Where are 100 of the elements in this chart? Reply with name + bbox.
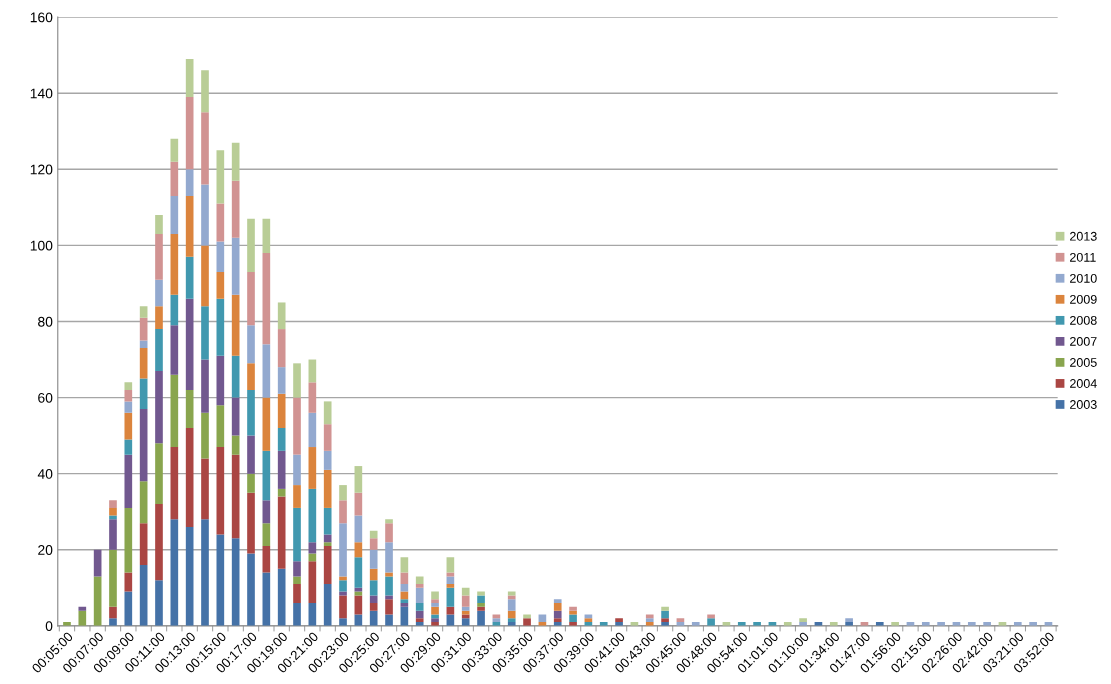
- bar: [216, 405, 225, 448]
- bar: [385, 614, 393, 626]
- legend-label: 2011: [1070, 252, 1096, 262]
- bar: [385, 519, 393, 524]
- y-tick-label: 160: [30, 12, 53, 23]
- bar: [415, 603, 424, 611]
- bar: [707, 614, 715, 619]
- bar: [538, 614, 547, 623]
- bar: [231, 237, 240, 295]
- bar: [247, 553, 255, 626]
- bar: [553, 618, 562, 623]
- bar: [201, 112, 209, 185]
- bar: [231, 180, 240, 238]
- bar: [185, 169, 194, 196]
- bar: [523, 618, 531, 626]
- bar: [461, 618, 470, 626]
- bar: [339, 485, 347, 501]
- bar: [247, 389, 255, 436]
- bar: [645, 614, 654, 619]
- bar: [185, 526, 194, 626]
- bar: [661, 618, 669, 623]
- bar: [507, 595, 516, 600]
- bar: [262, 500, 271, 524]
- bar: [308, 488, 317, 543]
- bar: [185, 428, 194, 527]
- bar: [155, 580, 163, 626]
- bar: [124, 454, 133, 508]
- bar: [369, 610, 378, 626]
- legend-label: 2013: [1070, 231, 1097, 241]
- bar: [431, 618, 439, 623]
- bar: [446, 584, 455, 588]
- bar: [216, 272, 225, 299]
- bar: [477, 603, 485, 607]
- bar: [323, 542, 332, 546]
- bar: [369, 568, 378, 581]
- bar: [109, 618, 117, 626]
- bar: [170, 519, 179, 626]
- bar: [645, 618, 654, 623]
- bar: [523, 614, 531, 619]
- bar: [201, 70, 209, 113]
- bar: [139, 408, 148, 482]
- bar: [155, 214, 163, 234]
- bar: [661, 610, 669, 619]
- bar: [170, 138, 179, 162]
- bar: [185, 389, 194, 429]
- bar: [477, 610, 485, 626]
- bar: [155, 233, 163, 280]
- bar: [277, 568, 286, 626]
- bar: [293, 561, 301, 577]
- bar: [262, 545, 271, 573]
- bar: [231, 454, 240, 539]
- bar: [339, 523, 347, 577]
- bar: [247, 363, 255, 390]
- bar: [170, 294, 179, 326]
- bar: [415, 610, 424, 619]
- bar: [201, 359, 209, 413]
- bar: [277, 488, 286, 497]
- bar: [185, 298, 194, 390]
- bar: [247, 272, 255, 326]
- bar: [385, 599, 393, 615]
- bar: [201, 412, 209, 459]
- bar: [139, 348, 148, 379]
- bar: [231, 142, 240, 181]
- bar: [431, 591, 439, 600]
- bar: [323, 534, 332, 543]
- bar: [109, 500, 117, 508]
- bar: [308, 561, 317, 604]
- y-tick-label: 40: [37, 469, 53, 479]
- bar: [170, 233, 179, 295]
- bar: [293, 454, 301, 486]
- bar: [201, 458, 209, 520]
- bar: [109, 606, 117, 619]
- bar: [415, 618, 424, 623]
- bar: [277, 450, 286, 489]
- bar: [431, 603, 439, 607]
- legend-label: 2009: [1070, 294, 1097, 304]
- bar: [507, 610, 516, 619]
- bar: [124, 591, 133, 626]
- bar: [201, 519, 209, 626]
- bar: [231, 538, 240, 626]
- bar: [247, 325, 255, 364]
- bar: [323, 584, 332, 626]
- bar: [262, 344, 271, 398]
- bar: [124, 439, 133, 455]
- bar: [262, 252, 271, 345]
- bar: [277, 428, 286, 451]
- bar: [124, 572, 133, 592]
- bar: [339, 580, 347, 592]
- bar: [369, 549, 378, 569]
- bar: [216, 150, 225, 204]
- bar: [139, 481, 148, 524]
- bar: [170, 374, 179, 448]
- y-tick-label: 60: [38, 392, 53, 403]
- bar: [293, 363, 301, 398]
- bar: [124, 389, 133, 402]
- bar: [185, 256, 194, 299]
- bar: [339, 576, 347, 581]
- bar: [676, 618, 685, 623]
- bar: [124, 382, 133, 390]
- bar: [293, 576, 301, 585]
